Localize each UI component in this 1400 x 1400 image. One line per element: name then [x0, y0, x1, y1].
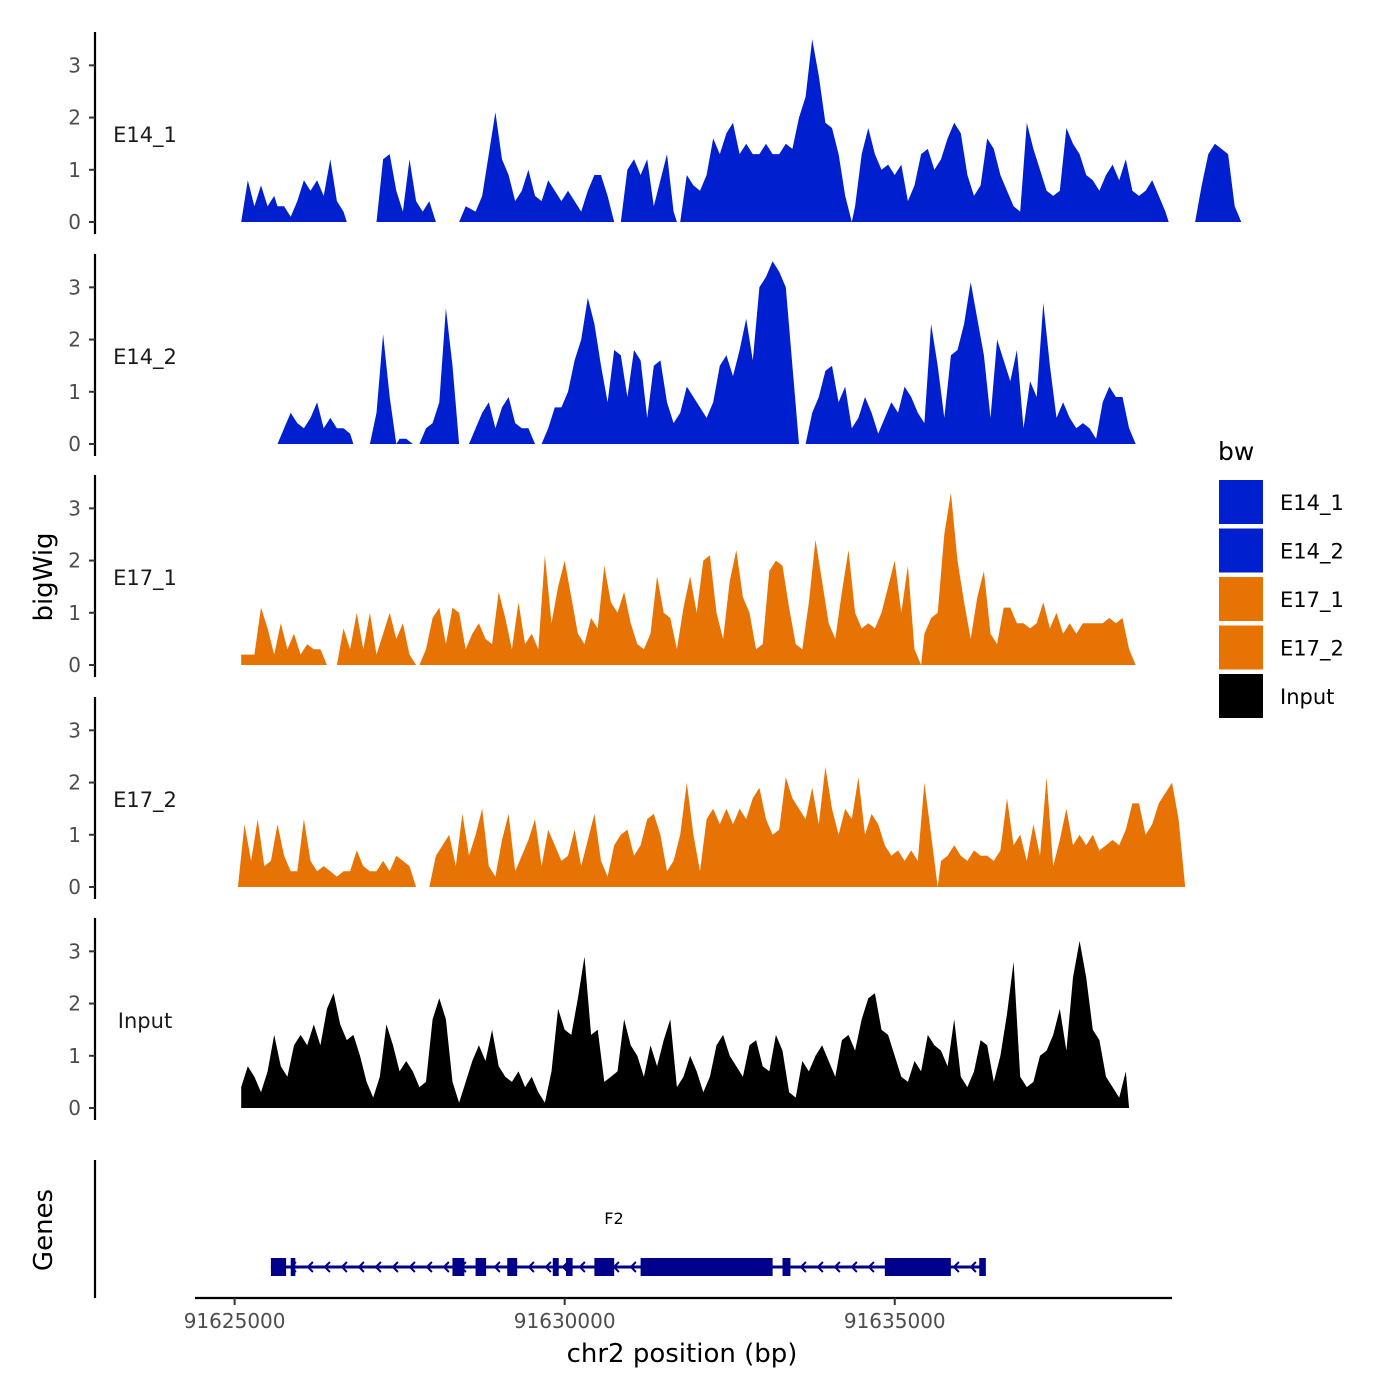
legend-label-e17_1: E17_1: [1280, 588, 1344, 613]
gene-exon: [507, 1258, 518, 1276]
gene-exon: [475, 1258, 487, 1276]
legend-swatch-e14_2: [1219, 528, 1263, 573]
coverage-area-e17_2: [237, 766, 1186, 887]
y-tick-label: 1: [68, 158, 81, 182]
track-panels: 0 1 2 3 E14_1 0 1 2 3 E14_2 0 1 2 3 E17_1 0 1 2 3 E17_2 0 1 2 3…: [68, 32, 1242, 1120]
coverage-area-e14_1: [241, 39, 1242, 223]
coverage-area-e17_1: [241, 492, 1136, 665]
strand-arrow-icon: [952, 1261, 960, 1273]
y-tick-label: 3: [68, 939, 81, 963]
track-panel-e17_2: 0 1 2 3 E17_2: [68, 697, 1186, 899]
x-tick-label: 91630000: [514, 1309, 616, 1333]
gene-exon: [565, 1258, 573, 1276]
strand-arrow-icon: [833, 1261, 841, 1273]
strand-arrow-icon: [544, 1261, 552, 1273]
coverage-area-input: [241, 940, 1130, 1108]
strand-arrow-icon: [629, 1261, 637, 1273]
y-tick-label: 0: [68, 1096, 81, 1120]
legend-label-e14_2: E14_2: [1280, 540, 1344, 565]
legend-swatch-input: [1219, 674, 1263, 718]
strand-arrow-icon: [867, 1261, 875, 1273]
y-tick-label: 1: [68, 1044, 81, 1068]
y-tick-label: 3: [68, 53, 81, 77]
x-tick-label: 91625000: [184, 1309, 286, 1333]
strand-arrow-icon: [969, 1261, 977, 1273]
strand-arrow-icon: [323, 1261, 331, 1273]
y-tick-label: 3: [68, 275, 81, 299]
legend-swatch-e17_2: [1219, 625, 1263, 670]
strand-arrow-icon: [442, 1261, 450, 1273]
gene-exon: [594, 1258, 615, 1276]
y-tick-label: 2: [68, 106, 81, 130]
y-tick-label: 1: [68, 823, 81, 847]
strand-arrow-icon: [408, 1261, 416, 1273]
track-label-e17_2: E17_2: [113, 788, 177, 813]
legend-label-e17_2: E17_2: [1280, 637, 1344, 662]
genes-track-title: Genes: [29, 1189, 59, 1271]
gene-name-label: F2: [604, 1209, 623, 1228]
gene-exon: [552, 1258, 559, 1276]
genes-track: F2: [93, 1160, 986, 1298]
track-panel-e14_2: 0 1 2 3 E14_2: [68, 254, 1136, 456]
legend-swatch-e17_1: [1219, 577, 1263, 621]
strand-arrow-icon: [816, 1261, 824, 1273]
y-tick-label: 1: [68, 601, 81, 625]
legend-label-e14_1: E14_1: [1280, 491, 1344, 516]
legend-label-input: Input: [1280, 685, 1334, 709]
strand-arrow-icon: [799, 1261, 807, 1273]
legend-swatch-e14_1: [1219, 480, 1263, 524]
y-tick-label: 3: [68, 718, 81, 742]
gene-exon: [290, 1258, 296, 1276]
legend: bw E14_1 E14_2 E17_1 E17_2 Input: [1218, 437, 1344, 718]
strand-arrow-icon: [425, 1261, 433, 1273]
strand-arrow-icon: [391, 1261, 399, 1273]
y-tick-label: 0: [68, 653, 81, 677]
gene-exon: [452, 1258, 465, 1276]
track-label-e17_1: E17_1: [113, 566, 177, 591]
gene-exon: [640, 1258, 773, 1276]
strand-arrow-icon: [340, 1261, 348, 1273]
x-axis-title: chr2 position (bp): [567, 1339, 798, 1369]
track-label-e14_2: E14_2: [113, 345, 177, 370]
y-tick-label: 2: [68, 771, 81, 795]
y-tick-label: 3: [68, 496, 81, 520]
legend-title: bw: [1218, 437, 1254, 466]
track-label-input: Input: [118, 1009, 172, 1033]
gene-exon: [884, 1258, 951, 1276]
track-label-e14_1: E14_1: [113, 123, 177, 148]
strand-arrow-icon: [374, 1261, 382, 1273]
y-tick-label: 0: [68, 875, 81, 899]
y-tick-label: 2: [68, 549, 81, 573]
track-panel-e17_1: 0 1 2 3 E17_1: [68, 475, 1136, 677]
coverage-area-e14_2: [277, 261, 1136, 444]
strand-arrow-icon: [850, 1261, 858, 1273]
strand-arrow-icon: [493, 1261, 501, 1273]
y-axis-title: bigWig: [29, 532, 59, 621]
gene-exon: [782, 1258, 791, 1276]
track-panel-input: 0 1 2 3 Input: [68, 918, 1130, 1120]
y-tick-label: 2: [68, 328, 81, 352]
strand-arrow-icon: [357, 1261, 365, 1273]
y-tick-label: 0: [68, 432, 81, 456]
strand-arrow-icon: [306, 1261, 314, 1273]
gene-exon: [270, 1258, 287, 1276]
x-axis: 91625000 91630000 91635000: [184, 1296, 1172, 1333]
strand-arrow-icon: [578, 1261, 586, 1273]
y-tick-label: 0: [68, 210, 81, 234]
y-tick-label: 1: [68, 380, 81, 404]
y-tick-label: 2: [68, 992, 81, 1016]
strand-arrow-icon: [527, 1261, 535, 1273]
x-tick-label: 91635000: [844, 1309, 946, 1333]
track-panel-e14_1: 0 1 2 3 E14_1: [68, 32, 1242, 234]
gene-exon: [979, 1258, 986, 1276]
